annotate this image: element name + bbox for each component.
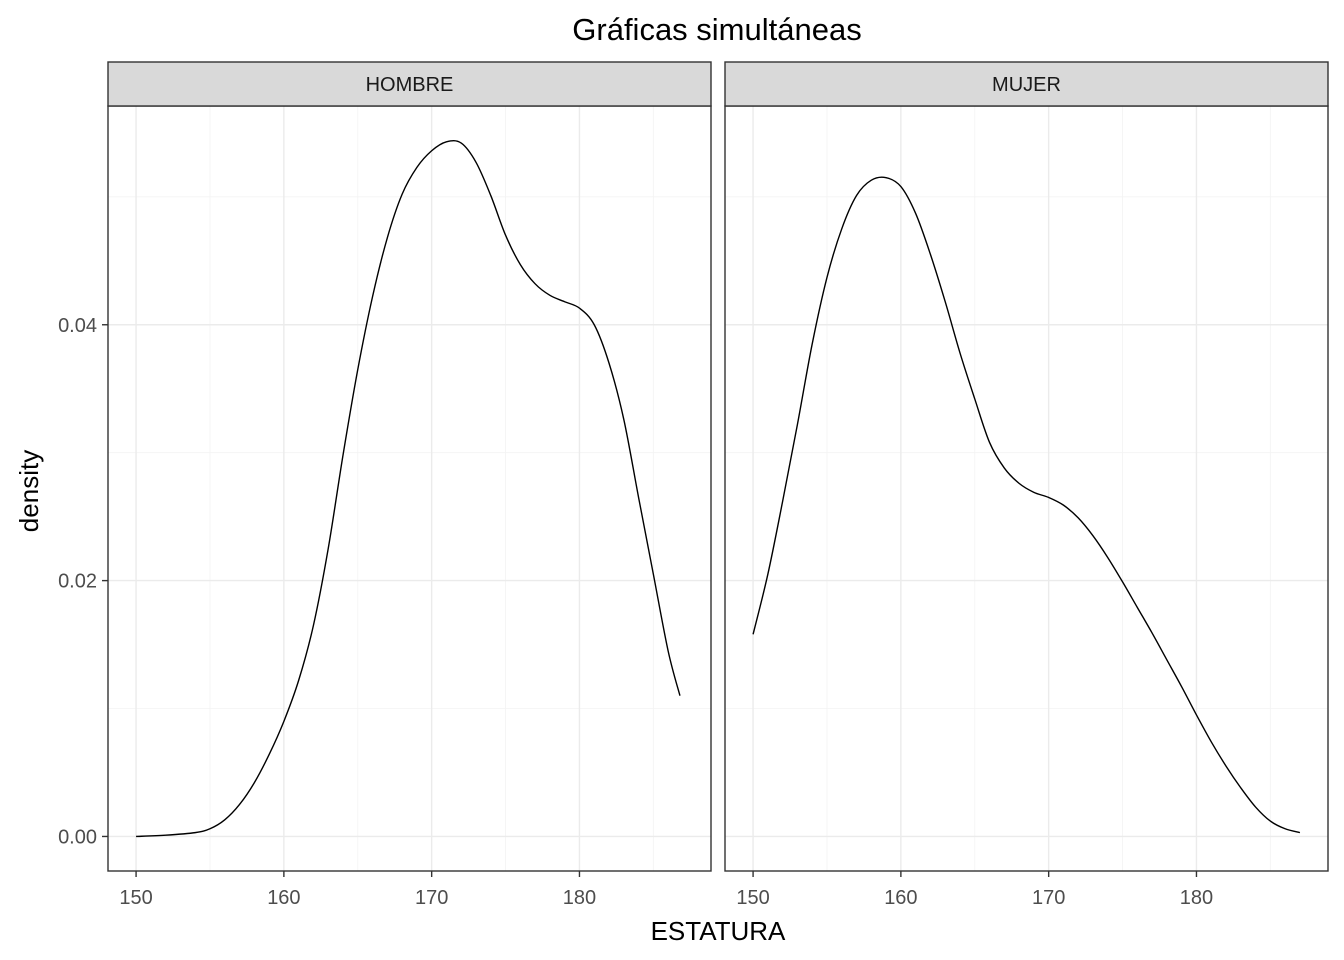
y-axis-title: density (14, 450, 44, 532)
facet-panel-hombre: HOMBRE 150 160 170 180 (107, 61, 712, 909)
x-tick-label: 160 (884, 887, 917, 909)
x-tick-label: 150 (736, 887, 769, 909)
y-tick-label: 0.00 (58, 826, 97, 848)
facet-strip-label: HOMBRE (366, 74, 454, 96)
x-tick-label: 180 (1180, 887, 1213, 909)
x-tick-label: 150 (119, 887, 152, 909)
facet-panels: HOMBRE 150 160 170 180 MUJER 150 160 170 180 (107, 61, 1329, 909)
facet-strip (724, 61, 1329, 107)
facet-strip-label: MUJER (992, 74, 1061, 96)
x-tick-label: 170 (1032, 887, 1065, 909)
y-axis: 0.00 0.02 0.04 (58, 315, 108, 848)
facet-panel-mujer: MUJER 150 160 170 180 (724, 61, 1329, 909)
x-tick-label: 180 (563, 887, 596, 909)
x-axis-title: ESTATURA (651, 916, 786, 946)
density-line-mujer (752, 176, 1301, 834)
y-tick-label: 0.02 (58, 571, 97, 593)
x-tick-label: 160 (267, 887, 300, 909)
facet-strip (107, 61, 712, 107)
density-line-hombre (136, 140, 681, 838)
chart-title: Gráficas simultáneas (572, 12, 861, 47)
x-tick-label: 170 (415, 887, 448, 909)
y-tick-label: 0.04 (58, 315, 97, 337)
